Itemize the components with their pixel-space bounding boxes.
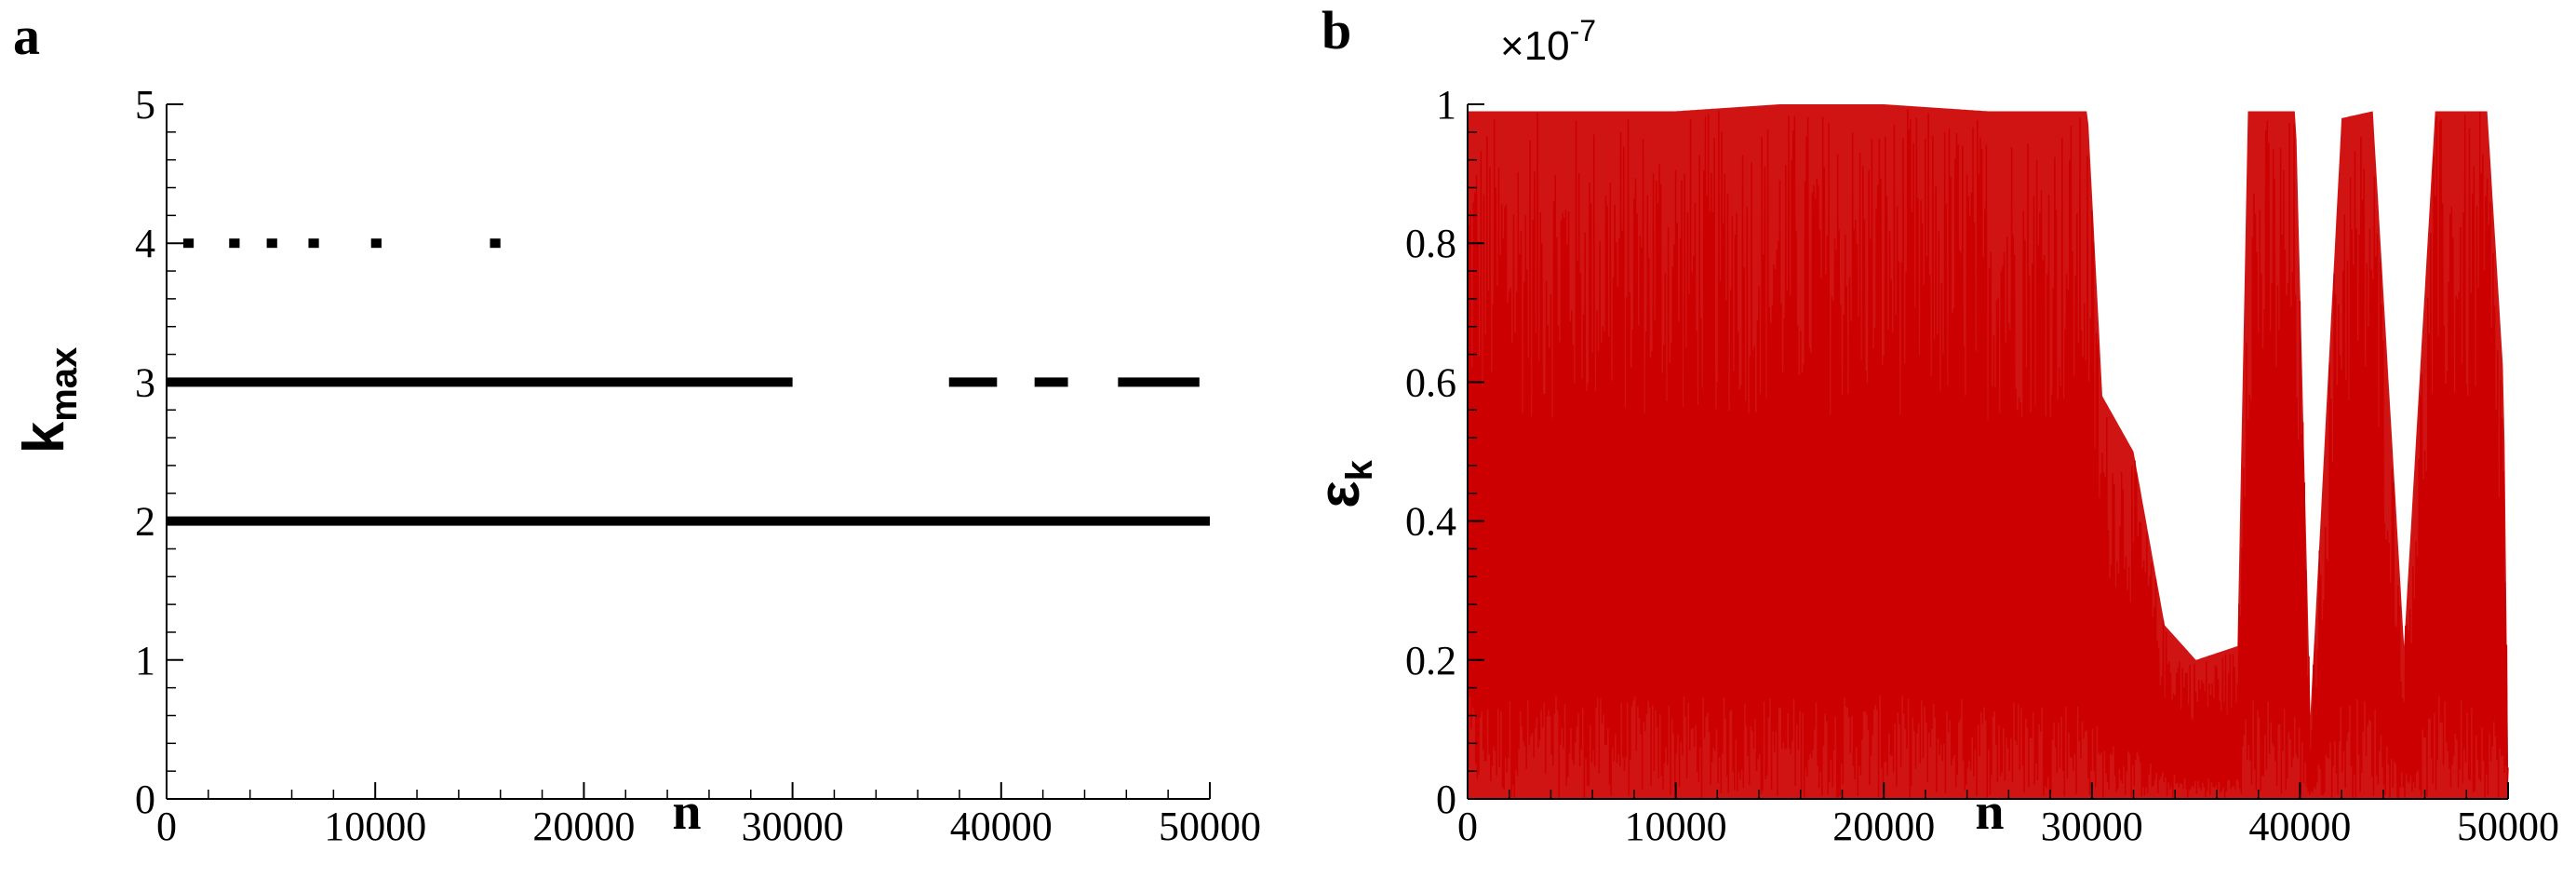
epsilon-k-series-line [1467,109,2509,800]
kmax-2-segment [167,516,1210,526]
kmax-4-segment [308,238,319,249]
panel-a-x-tick-label: 10000 [324,804,426,849]
panel-b-x-tick-label: 50000 [2457,804,2559,849]
panel-b-multiplier-base: ×10 [1500,23,1570,69]
panel-b-y-tick-label: 0 [1436,777,1456,822]
panel-b-x-tick-label: 20000 [1832,804,1935,849]
panel-a-x-tick-label: 0 [156,804,177,849]
panel-a-ylabel-sub: max [44,347,85,422]
panel-a: a 0 10000 20000 30000 40000 50000 0 1 2 3 4 5 n kma… [12,6,1261,849]
panel-b-ylabel-main: ε [1308,480,1372,507]
kmax-4-segment [266,238,277,249]
kmax-3-segment [948,377,998,387]
panel-b-x-tick-label: 40000 [2248,804,2351,849]
kmax-3-segment [167,377,793,387]
panel-a-x-tick-label: 20000 [532,804,635,849]
panel-a-axes: 0 10000 20000 30000 40000 50000 0 1 2 3 4 5 [135,82,1261,849]
panel-b-y-tick-label: 0.4 [1405,499,1456,545]
panel-b: b ×10-7 0 10000 20000 30000 40000 50000 0 0.2 0.… [1308,0,2559,849]
panel-a-xlabel: n [672,783,701,841]
kmax-3-segment [1034,377,1068,387]
panel-b-x-tick-label: 0 [1457,804,1478,849]
panel-a-y-tick-label: 4 [135,221,155,266]
panel-a-y-tick-label: 0 [135,777,155,822]
panel-b-ylabel: εk [1308,459,1380,507]
panel-b-multiplier: ×10-7 [1500,14,1596,69]
panel-a-ylabel: kmax [12,347,85,454]
kmax-4-segment [370,238,382,249]
panel-b-y-tick-label: 1 [1436,82,1456,128]
panel-a-ylabel-main: k [12,421,76,453]
panel-b-y-tick-label: 0.6 [1405,359,1456,405]
panel-a-letter: a [13,6,40,66]
panel-a-data [167,238,1210,526]
kmax-4-segment [490,238,501,249]
panel-a-y-tick-label: 3 [135,359,155,405]
panel-b-x-tick-label: 10000 [1625,804,1727,849]
panel-a-x-tick-label: 50000 [1159,804,1261,849]
panel-a-x-tick-label: 40000 [950,804,1053,849]
panel-b-x-tick-label: 30000 [2041,804,2143,849]
panel-b-letter: b [1322,0,1351,61]
panel-b-ylabel-sub: k [1339,459,1380,480]
panel-b-multiplier-exponent: -7 [1570,14,1596,47]
svg-text:εk: εk [1308,459,1380,507]
panel-b-y-tick-label: 0.2 [1405,638,1456,683]
panel-a-y-tick-label: 1 [135,638,155,683]
panel-b-axes: 0 10000 20000 30000 40000 50000 0 0.2 0.4 0.6 0.8 1 [1405,82,2559,849]
panel-a-y-tick-label: 2 [135,499,155,545]
panel-b-data [1467,104,2509,800]
kmax-4-segment [229,238,240,249]
kmax-4-segment [182,238,195,249]
panel-a-y-tick-label: 5 [135,82,155,128]
panel-a-x-tick-label: 30000 [742,804,844,849]
panel-b-y-tick-label: 0.8 [1405,221,1456,266]
kmax-3-segment [1118,377,1200,387]
svg-text:kmax: kmax [12,347,85,454]
panel-b-xlabel: n [1975,783,2004,841]
